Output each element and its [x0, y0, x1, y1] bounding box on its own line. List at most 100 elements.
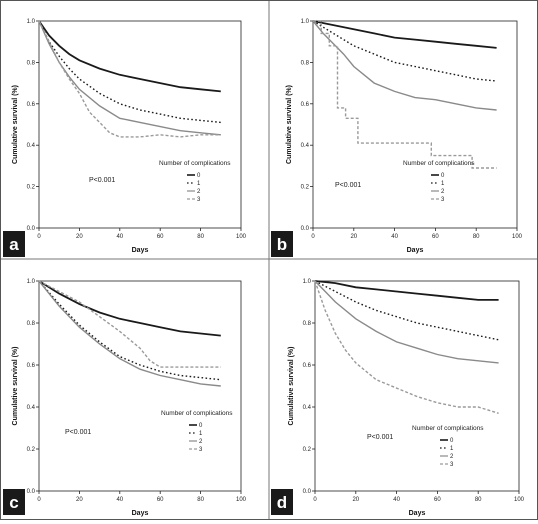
x-tick-label: 40: [116, 497, 123, 503]
y-tick-label: 0.6: [27, 363, 36, 369]
survival-curve-1: [38, 20, 221, 124]
survival-curve-3: [314, 280, 499, 414]
survival-curve-3: [38, 20, 221, 138]
y-tick-label: 0.8: [27, 321, 36, 327]
x-tick-label: 40: [393, 497, 400, 503]
y-tick-label: 0.4: [27, 143, 36, 149]
x-tick-label: 0: [311, 234, 315, 240]
x-tick-label: 80: [197, 497, 204, 503]
y-tick-label: 0.8: [303, 321, 312, 327]
y-tick-label: 0.0: [27, 489, 36, 495]
survival-curve-1: [314, 280, 499, 341]
chart-panel-c: 0.00.20.40.60.81.00 20 40 60 80 100Cumulative…: [3, 279, 247, 517]
x-tick-label: 0: [37, 497, 41, 503]
y-tick-label: 0.6: [301, 102, 310, 108]
panel-label-box: [3, 231, 25, 257]
panel-label-letter: d: [277, 493, 287, 512]
y-tick-label: 0.4: [301, 143, 310, 149]
survival-curve-2: [38, 280, 221, 387]
x-tick-label: 0: [37, 234, 41, 240]
y-axis-title: Cumulative survival (%): [288, 347, 295, 426]
y-tick-label: 0.8: [27, 60, 36, 66]
survival-curve-0: [312, 20, 497, 49]
plot-area: [312, 20, 518, 229]
x-tick-label: 80: [197, 234, 204, 240]
x-tick-label: 40: [391, 234, 398, 240]
x-tick-label: 100: [514, 497, 525, 503]
chart-panel-b: 0.00.20.40.60.81.00 20 40 60 80 100Cumulative…: [271, 19, 523, 257]
plot-area: [314, 280, 520, 492]
x-tick-label: 20: [350, 234, 357, 240]
plot-area: [38, 280, 242, 492]
panel-label-letter: a: [9, 235, 19, 254]
x-tick-label: 60: [434, 497, 441, 503]
x-tick-label: 100: [236, 234, 247, 240]
y-tick-label: 0.6: [303, 363, 312, 369]
legend-label-0: 0: [199, 423, 203, 429]
y-tick-label: 0.2: [303, 447, 312, 453]
survival-curve-2: [312, 20, 497, 111]
y-tick-label: 0.2: [27, 447, 36, 453]
legend-title: Number of complications: [403, 160, 475, 167]
y-tick-label: 0.4: [27, 405, 36, 411]
y-tick-label: 0.4: [303, 405, 312, 411]
survival-curve-0: [38, 20, 221, 93]
x-tick-label: 100: [236, 497, 247, 503]
legend-label-3: 3: [197, 197, 201, 203]
legend-label-0: 0: [197, 173, 201, 179]
y-tick-label: 0.0: [27, 226, 36, 232]
legend-label-2: 2: [199, 439, 203, 445]
p-value-label: P<0.001: [335, 182, 361, 189]
y-tick-label: 0.2: [27, 185, 36, 191]
y-tick-label: 1.0: [303, 279, 312, 285]
legend-title: Number of complications: [159, 160, 231, 167]
legend-label-3: 3: [199, 447, 203, 453]
y-tick-label: 0.8: [301, 60, 310, 66]
panel-label-tag-d: d: [271, 489, 293, 515]
legend-label-2: 2: [197, 189, 201, 195]
panel-label-tag-a: a: [3, 231, 25, 257]
p-value-label: P<0.001: [89, 177, 115, 184]
x-tick-label: 20: [352, 497, 359, 503]
x-tick-label: 40: [116, 234, 123, 240]
y-tick-label: 0.0: [301, 226, 310, 232]
survival-curve-2: [314, 280, 499, 364]
chart-panel-a: 0.00.20.40.60.81.00 20 40 60 80 100Cumulative…: [3, 19, 247, 257]
p-value-label: P<0.001: [65, 429, 91, 436]
legend-label-1: 1: [197, 181, 201, 187]
y-tick-label: 0.0: [303, 489, 312, 495]
x-tick-label: 20: [76, 497, 83, 503]
panel-label-letter: b: [277, 235, 287, 254]
x-tick-label: 80: [475, 497, 482, 503]
x-tick-label: 100: [512, 234, 523, 240]
panel-label-tag-c: c: [3, 489, 25, 515]
legend-label-1: 1: [450, 446, 454, 452]
panel-label-letter: c: [9, 493, 18, 512]
x-axis-title: Days: [132, 247, 149, 254]
legend-label-0: 0: [441, 173, 445, 179]
x-axis-title: Days: [407, 247, 424, 254]
y-tick-label: 0.6: [27, 102, 36, 108]
survival-curve-2: [38, 20, 221, 136]
survival-curve-0: [314, 280, 499, 301]
legend-label-1: 1: [199, 431, 203, 437]
legend-label-3: 3: [450, 462, 454, 468]
x-tick-label: 80: [473, 234, 480, 240]
chart-panel-d: 0.0 0.2 0.4 0.6 0.8 1.0 0 20 40 60 80 100 Cumulative…: [271, 279, 525, 517]
survival-curve-1: [38, 280, 221, 381]
legend-label-2: 2: [450, 454, 454, 460]
p-value-label: P<0.001: [367, 434, 393, 441]
y-tick-label: 0.2: [301, 185, 310, 191]
legend-title: Number of complications: [412, 425, 484, 432]
legend-label-2: 2: [441, 189, 445, 195]
plot-area: [38, 20, 242, 229]
survival-curve-3: [38, 280, 221, 368]
panel-label-box: [271, 489, 293, 515]
survival-curve-0: [38, 280, 221, 337]
x-tick-label: 60: [432, 234, 439, 240]
x-axis-title: Days: [409, 510, 426, 517]
x-tick-label: 0: [313, 497, 317, 503]
x-axis-title: Days: [132, 510, 149, 517]
